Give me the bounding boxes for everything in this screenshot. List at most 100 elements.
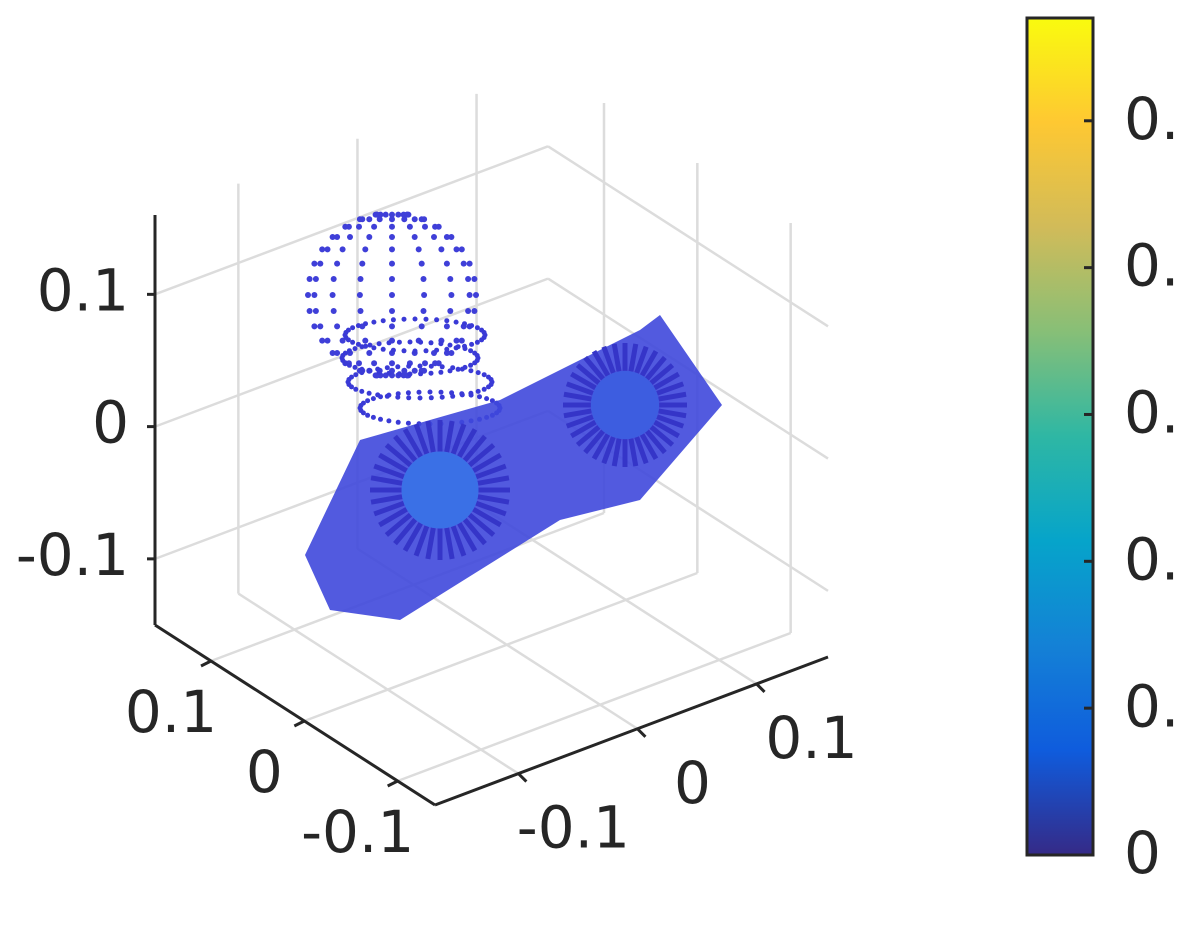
- point: [465, 276, 472, 282]
- point: [469, 323, 475, 329]
- point-spoke: [639, 433, 659, 460]
- point: [411, 234, 418, 240]
- point: [389, 234, 395, 240]
- point: [345, 327, 351, 333]
- z-tick-label: 0.1: [37, 256, 129, 324]
- grid-line: [154, 145, 549, 296]
- point: [389, 211, 395, 218]
- colorbar: 0 0. 0. 0. 0. 0.: [1025, 16, 1179, 887]
- point-spoke: [563, 408, 592, 419]
- point: [305, 292, 311, 298]
- point: [412, 316, 418, 322]
- point: [330, 276, 337, 282]
- point: [329, 234, 336, 240]
- point: [404, 211, 411, 218]
- point: [334, 350, 341, 356]
- point: [455, 366, 461, 372]
- point: [359, 344, 365, 350]
- point: [389, 292, 395, 298]
- point-spoke: [575, 425, 601, 447]
- point: [371, 360, 378, 367]
- point: [380, 346, 386, 352]
- point-spoke: [601, 345, 616, 374]
- x-tick-label: 0: [674, 749, 711, 817]
- point: [389, 360, 395, 367]
- point-spoke: [645, 355, 667, 381]
- point: [448, 350, 455, 356]
- point: [417, 395, 423, 401]
- point-spoke: [656, 414, 685, 429]
- point: [386, 340, 392, 346]
- point: [406, 223, 413, 230]
- point: [366, 368, 372, 374]
- point: [390, 317, 396, 323]
- point: [444, 346, 450, 352]
- point: [458, 246, 465, 253]
- point: [356, 360, 362, 367]
- grid-line: [397, 631, 792, 783]
- point: [428, 370, 434, 376]
- point: [334, 260, 341, 267]
- point: [477, 394, 482, 400]
- point: [401, 316, 407, 322]
- point: [418, 260, 425, 267]
- point: [386, 392, 392, 398]
- point: [334, 323, 341, 330]
- point: [395, 419, 401, 425]
- point: [378, 416, 383, 422]
- point: [352, 364, 358, 370]
- point: [365, 398, 371, 404]
- point: [366, 216, 373, 223]
- point-spoke: [475, 500, 507, 517]
- point: [443, 323, 450, 330]
- grid-line: [547, 145, 829, 328]
- point: [434, 347, 440, 353]
- point: [311, 323, 318, 330]
- axes: -0.1 0 0.1 -0.1 0 0.1 -0.1 0 0.1: [16, 215, 858, 866]
- point: [462, 321, 467, 327]
- point: [366, 234, 373, 240]
- point: [347, 234, 353, 240]
- point: [395, 211, 402, 218]
- colorbar-tick-label: 0.: [1124, 232, 1179, 300]
- point: [357, 276, 364, 282]
- point: [360, 400, 366, 406]
- y-axis: [154, 623, 436, 807]
- point-spoke: [457, 428, 478, 458]
- point: [405, 420, 411, 426]
- point-spoke: [570, 371, 597, 391]
- point: [453, 319, 459, 325]
- point: [469, 341, 475, 347]
- point: [367, 342, 373, 348]
- point: [473, 292, 479, 298]
- point-spoke: [601, 436, 616, 465]
- point-spoke: [565, 381, 594, 396]
- point: [389, 260, 395, 267]
- point-spoke: [393, 434, 418, 463]
- point: [373, 211, 380, 218]
- point: [422, 223, 428, 230]
- point: [412, 348, 418, 354]
- point-spoke: [653, 419, 680, 439]
- point: [366, 390, 372, 396]
- colorbar-scale: [1025, 16, 1095, 857]
- point: [350, 325, 356, 331]
- point: [488, 377, 494, 382]
- point: [329, 292, 336, 298]
- point: [371, 319, 377, 325]
- point: [401, 348, 407, 354]
- point: [438, 246, 445, 253]
- point: [484, 396, 490, 402]
- point: [474, 353, 480, 358]
- point: [334, 234, 341, 240]
- point: [362, 246, 369, 253]
- point: [450, 365, 456, 371]
- point: [417, 363, 423, 369]
- point: [371, 223, 378, 230]
- point: [389, 216, 395, 223]
- point-spoke: [472, 452, 502, 473]
- point: [420, 276, 427, 282]
- point-spoke: [565, 414, 594, 429]
- point-spoke: [462, 434, 487, 463]
- point-spoke: [402, 522, 423, 552]
